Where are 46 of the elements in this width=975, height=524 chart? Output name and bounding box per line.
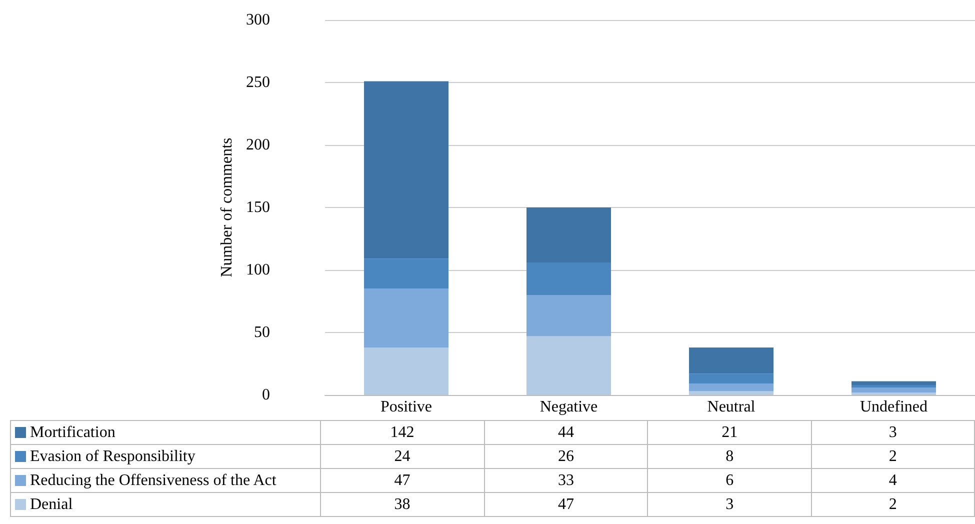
data-label: 4 (811, 468, 974, 492)
bar (526, 262, 611, 295)
y-tick-label: 50 (254, 324, 270, 341)
data-label: 2 (811, 444, 974, 468)
bar (364, 81, 448, 259)
data-label: 2 (811, 492, 974, 516)
bar (689, 384, 774, 392)
x-tick-label: Negative (540, 398, 598, 416)
data-label: 33 (484, 468, 648, 492)
data-label: 47 (320, 468, 484, 492)
y-tick-label: 0 (262, 386, 270, 404)
legend-label: Denial (10, 492, 320, 516)
y-tick-label: 300 (246, 12, 270, 28)
y-tick-label: 150 (246, 199, 270, 216)
bar (364, 258, 448, 289)
data-label: 47 (484, 492, 648, 516)
data-label: 26 (484, 444, 648, 468)
bar (689, 374, 774, 384)
bar (689, 348, 774, 374)
bar (852, 388, 936, 392)
bar (526, 295, 611, 336)
legend-label: Evasion of Responsibility (10, 444, 320, 468)
y-axis-title: Number of comments (218, 138, 236, 278)
data-label: 8 (648, 444, 812, 468)
y-tick-label: 250 (246, 74, 270, 91)
data-label: 38 (320, 492, 484, 516)
bar (852, 381, 936, 385)
bar (526, 208, 611, 262)
data-label: 3 (648, 492, 812, 516)
data-label: 44 (484, 420, 648, 444)
bar (364, 348, 448, 395)
data-label: 24 (320, 444, 484, 468)
x-tick-label: Undefined (860, 398, 928, 416)
data-label: 21 (648, 420, 812, 444)
legend-label: Mortification (10, 420, 320, 444)
bar (526, 336, 611, 395)
x-tick-label: Positive (380, 398, 432, 416)
x-tick-label: Neutral (707, 398, 756, 416)
y-tick-label: 100 (246, 262, 270, 278)
data-label: 6 (648, 468, 812, 492)
data-label: 3 (811, 420, 974, 444)
data-label: 142 (320, 420, 484, 444)
bar (689, 391, 774, 395)
y-tick-label: 200 (246, 136, 270, 154)
bar (364, 288, 448, 348)
legend-label: Reducing the Offensiveness of the Act (10, 468, 320, 492)
